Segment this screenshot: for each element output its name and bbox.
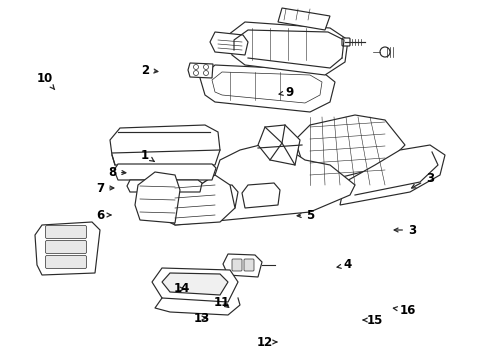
Text: 11: 11 bbox=[213, 296, 230, 309]
Polygon shape bbox=[294, 115, 404, 185]
Polygon shape bbox=[164, 175, 235, 225]
Circle shape bbox=[193, 64, 198, 69]
Polygon shape bbox=[200, 65, 334, 112]
Text: 7: 7 bbox=[96, 181, 114, 194]
Text: 15: 15 bbox=[363, 314, 383, 327]
Polygon shape bbox=[242, 183, 280, 208]
FancyBboxPatch shape bbox=[244, 259, 253, 271]
Polygon shape bbox=[278, 8, 329, 30]
Polygon shape bbox=[212, 72, 321, 103]
Polygon shape bbox=[227, 22, 347, 75]
Circle shape bbox=[193, 71, 198, 76]
FancyBboxPatch shape bbox=[45, 240, 86, 253]
Text: 10: 10 bbox=[37, 72, 55, 90]
Text: 14: 14 bbox=[173, 283, 190, 296]
FancyBboxPatch shape bbox=[45, 256, 86, 269]
Text: 8: 8 bbox=[108, 166, 125, 179]
Text: 9: 9 bbox=[279, 86, 293, 99]
Polygon shape bbox=[114, 164, 216, 180]
Circle shape bbox=[203, 64, 208, 69]
Polygon shape bbox=[110, 125, 220, 165]
Polygon shape bbox=[127, 180, 202, 192]
FancyBboxPatch shape bbox=[341, 38, 349, 46]
Polygon shape bbox=[160, 145, 354, 225]
Text: 3: 3 bbox=[411, 171, 433, 188]
Circle shape bbox=[203, 71, 208, 76]
Text: 4: 4 bbox=[336, 258, 351, 271]
FancyBboxPatch shape bbox=[45, 225, 86, 239]
Circle shape bbox=[379, 47, 389, 57]
Text: 1: 1 bbox=[141, 149, 154, 162]
Polygon shape bbox=[152, 268, 238, 302]
Polygon shape bbox=[223, 254, 262, 277]
Text: 2: 2 bbox=[141, 63, 158, 77]
Text: 3: 3 bbox=[393, 224, 415, 237]
Polygon shape bbox=[209, 32, 247, 55]
Polygon shape bbox=[192, 185, 238, 210]
Text: 5: 5 bbox=[297, 208, 313, 221]
Text: 13: 13 bbox=[193, 311, 210, 324]
Polygon shape bbox=[187, 63, 213, 78]
Polygon shape bbox=[35, 222, 100, 275]
Polygon shape bbox=[258, 125, 299, 165]
Text: 6: 6 bbox=[96, 208, 111, 221]
FancyBboxPatch shape bbox=[231, 259, 242, 271]
Text: 16: 16 bbox=[392, 303, 415, 316]
Text: 12: 12 bbox=[256, 336, 276, 348]
Polygon shape bbox=[135, 172, 180, 223]
Polygon shape bbox=[162, 273, 227, 295]
Polygon shape bbox=[339, 145, 444, 205]
